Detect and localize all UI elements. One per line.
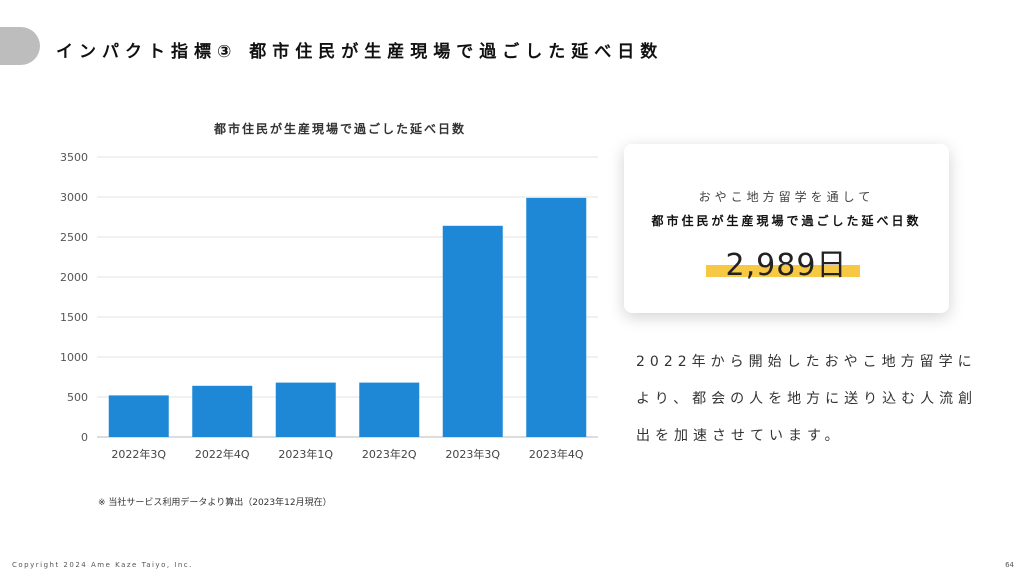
x-tick-label: 2023年4Q <box>529 447 584 461</box>
y-tick-label: 500 <box>67 391 88 404</box>
summary-card: おやこ地方留学を通して 都市住民が生産現場で過ごした延べ日数 2,989日 <box>624 144 949 313</box>
bar <box>526 197 587 437</box>
bar <box>359 382 420 437</box>
summary-card-value: 2,989日 <box>725 248 848 283</box>
chart-source-note: ※ 当社サービス利用データより算出（2023年12月現在） <box>98 498 332 508</box>
description-text: 2022年から開始したおやこ地方留学により、都会の人を地方に送り込む人流創出を加… <box>636 354 978 444</box>
slide-title: インパクト指標③ 都市住民が生産現場で過ごした延べ日数 <box>56 42 664 62</box>
chart-title: 都市住民が生産現場で過ごした延べ日数 <box>213 122 466 136</box>
y-tick-label: 2000 <box>60 271 88 284</box>
page-number: 64 <box>1005 561 1014 569</box>
value-highlight-bar <box>706 265 860 277</box>
y-tick-label: 1000 <box>60 351 88 364</box>
x-tick-label: 2022年3Q <box>111 447 166 461</box>
bar <box>442 225 503 437</box>
x-tick-label: 2022年4Q <box>195 447 250 461</box>
bar-chart: 0 500 1000 1500 2000 2500 3000 3500 2022年3Q 2022年… <box>60 151 598 461</box>
y-tick-label: 1500 <box>60 311 88 324</box>
bar <box>108 395 169 437</box>
summary-card-heading: 都市住民が生産現場で過ごした延べ日数 <box>651 214 922 228</box>
copyright-text: Copyright 2024 Ame Kaze Taiyo, Inc. <box>12 561 193 569</box>
y-tick-label: 3500 <box>60 151 88 164</box>
y-tick-label: 3000 <box>60 191 88 204</box>
x-tick-label: 2023年1Q <box>278 447 333 461</box>
y-tick-label: 2500 <box>60 231 88 244</box>
x-tick-label: 2023年3Q <box>445 447 500 461</box>
bar <box>192 385 253 437</box>
header-tab-decoration <box>0 27 40 65</box>
bar <box>275 382 336 437</box>
summary-card-subtitle: おやこ地方留学を通して <box>698 190 875 204</box>
y-tick-label: 0 <box>81 431 88 444</box>
x-tick-label: 2023年2Q <box>362 447 417 461</box>
